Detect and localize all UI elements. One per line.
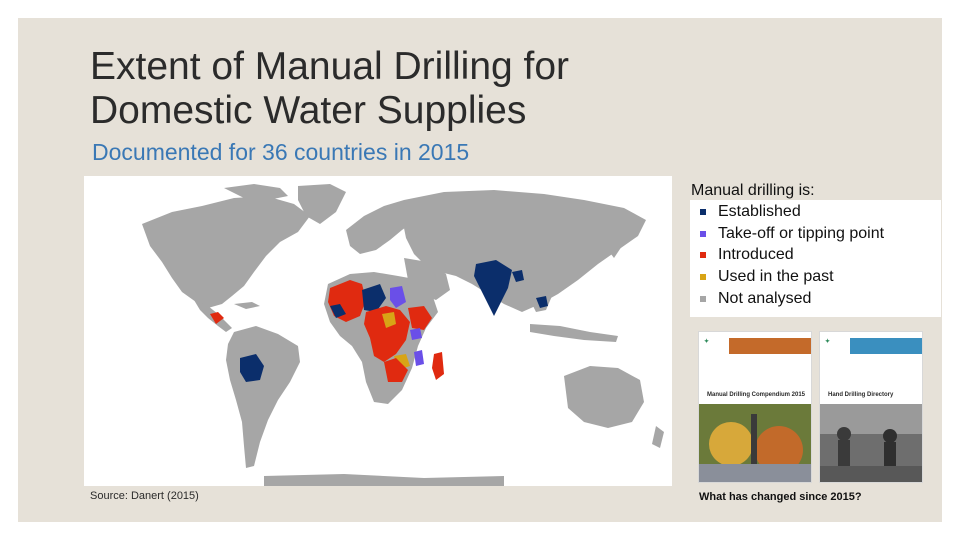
page-subtitle: Documented for 36 countries in 2015 — [92, 139, 470, 165]
land-caribbean — [234, 302, 260, 309]
land-arctic-islands — [224, 184, 288, 200]
land-greenland — [298, 184, 346, 224]
cover-title: Manual Drilling Compendium 2015 — [707, 392, 806, 398]
land-new-zealand — [652, 426, 664, 448]
country-malawi — [414, 350, 424, 366]
legend-swatch-used-in-past — [700, 274, 706, 280]
legend-label: Not analysed — [718, 290, 812, 307]
source-citation: Source: Danert (2015) — [90, 490, 199, 502]
legend-item-not-analysed: Not analysed — [700, 289, 811, 309]
legend-swatch-take-off — [700, 231, 706, 237]
land-north-america — [142, 196, 310, 308]
land-south-america — [226, 326, 300, 468]
land-japan — [608, 232, 622, 258]
legend-item-established: Established — [700, 202, 801, 222]
region-southern-africa — [384, 358, 408, 382]
slide: Extent of Manual Drilling for Domestic W… — [18, 18, 942, 522]
legend-swatch-established — [700, 209, 706, 215]
legend-label: Used in the past — [718, 268, 834, 285]
report-cover-photo-drilling — [699, 404, 811, 482]
world-map-svg — [142, 184, 664, 486]
country-ethiopia — [408, 306, 432, 330]
country-madagascar — [432, 352, 444, 380]
legend-title: Manual drilling is: — [691, 182, 815, 199]
country-bolivia — [240, 354, 264, 382]
country-bangladesh — [512, 270, 524, 282]
country-cambodia — [536, 296, 548, 308]
report-cover-directory: ✦ Hand Drilling Directory — [819, 331, 923, 483]
legend-item-introduced: Introduced — [700, 245, 794, 265]
country-sudan — [390, 286, 406, 308]
report-cover-compendium: ✦ Manual Drilling Compendium 2015 — [698, 331, 812, 483]
legend-label: Introduced — [718, 246, 794, 263]
discussion-question: What has changed since 2015? — [699, 491, 862, 503]
report-cover-photo-field — [820, 404, 922, 482]
cover-header-band — [729, 338, 811, 354]
country-niger — [362, 284, 386, 312]
land-asia — [402, 190, 646, 312]
country-uganda — [410, 328, 422, 340]
land-indonesia — [530, 324, 618, 342]
cover-header-band — [850, 338, 922, 354]
land-middle-east — [404, 258, 450, 300]
land-europe — [346, 200, 420, 254]
legend-item-take-off: Take-off or tipping point — [700, 224, 884, 244]
country-india — [474, 260, 512, 316]
land-antarctica-edge — [264, 474, 504, 486]
legend: Established Take-off or tipping point In… — [690, 200, 941, 317]
legend-swatch-not-analysed — [700, 296, 706, 302]
logo-icon: ✦ — [704, 339, 710, 345]
legend-item-used-in-past: Used in the past — [700, 267, 834, 287]
country-senegal — [330, 304, 346, 318]
region-central-africa — [364, 306, 410, 362]
cover-title: Hand Drilling Directory — [828, 392, 894, 398]
legend-label: Established — [718, 203, 801, 220]
page-title: Extent of Manual Drilling for Domestic W… — [90, 45, 570, 132]
legend-swatch-introduced — [700, 252, 706, 258]
land-australia — [564, 366, 644, 428]
legend-label: Take-off or tipping point — [718, 225, 885, 242]
logo-icon: ✦ — [825, 339, 831, 345]
country-nicaragua — [210, 312, 224, 324]
world-map — [84, 176, 672, 486]
country-cameroon — [382, 312, 396, 328]
